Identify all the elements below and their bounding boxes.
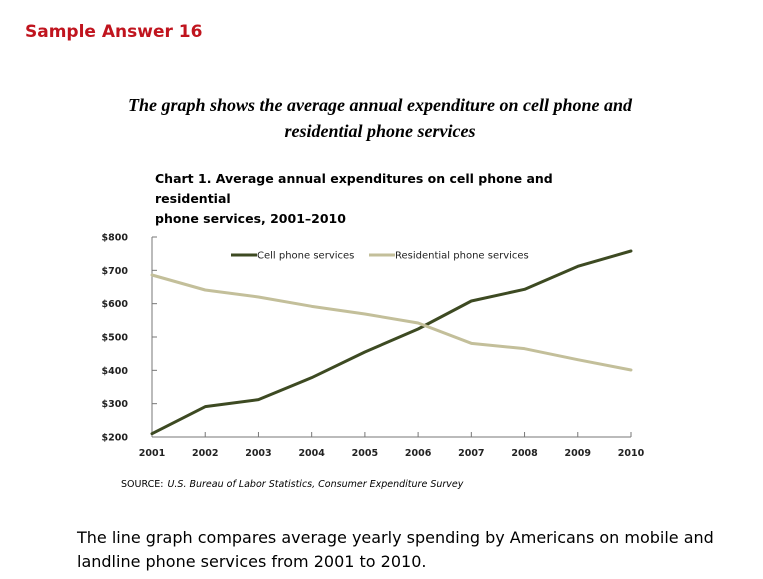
x-tick-label: 2007 [458, 448, 484, 459]
chart-title-line-1: Chart 1. Average annual expenditures on … [155, 171, 553, 206]
series-line-1 [150, 249, 633, 436]
page-header: Sample Answer 16 [25, 22, 203, 42]
x-tick-label: 2009 [565, 448, 591, 459]
chart-title-line-2: phone services, 2001–2010 [155, 211, 346, 226]
x-tick-label: 2004 [298, 448, 325, 459]
line-chart: $200 $300 $400 $500 $600 $700 $800 2001 2002 2003… [102, 233, 645, 460]
x-tick-label: 2002 [192, 448, 218, 459]
answer-line-2: landline phone services from 2001 to 201… [77, 552, 427, 571]
answer-line-1: The line graph compares average yearly s… [77, 528, 714, 547]
y-tick-label: $400 [102, 366, 129, 377]
legend-label-1: Cell phone services [257, 251, 354, 262]
task-prompt: The graph shows the average annual expen… [60, 92, 700, 144]
y-tick-label: $700 [102, 266, 129, 277]
series-line-2 [150, 273, 633, 372]
x-tick-label: 2010 [618, 448, 645, 459]
x-tick-label: 2006 [405, 448, 432, 459]
chart-source: SOURCE: U.S. Bureau of Labor Statistics, … [121, 479, 463, 490]
y-tick-label: $200 [102, 433, 129, 444]
source-text: U.S. Bureau of Labor Statistics, Consume… [167, 479, 464, 490]
prompt-line-1: The graph shows the average annual expen… [127, 95, 633, 115]
y-tick-label: $300 [102, 399, 129, 410]
legend-label-2: Residential phone services [395, 251, 529, 262]
answer-paragraph: The line graph compares average yearly s… [77, 526, 737, 574]
y-tick-label: $800 [102, 233, 129, 244]
x-tick-label: 2008 [511, 448, 538, 459]
x-tick-label: 2003 [245, 448, 271, 459]
source-label: SOURCE: [121, 479, 164, 490]
x-tick-label: 2005 [352, 448, 378, 459]
y-tick-label: $600 [102, 299, 129, 310]
y-tick-label: $500 [102, 333, 129, 344]
prompt-line-2: residential phone services [284, 121, 476, 141]
chart-title: Chart 1. Average annual expenditures on … [155, 169, 625, 229]
x-tick-label: 2001 [139, 448, 165, 459]
